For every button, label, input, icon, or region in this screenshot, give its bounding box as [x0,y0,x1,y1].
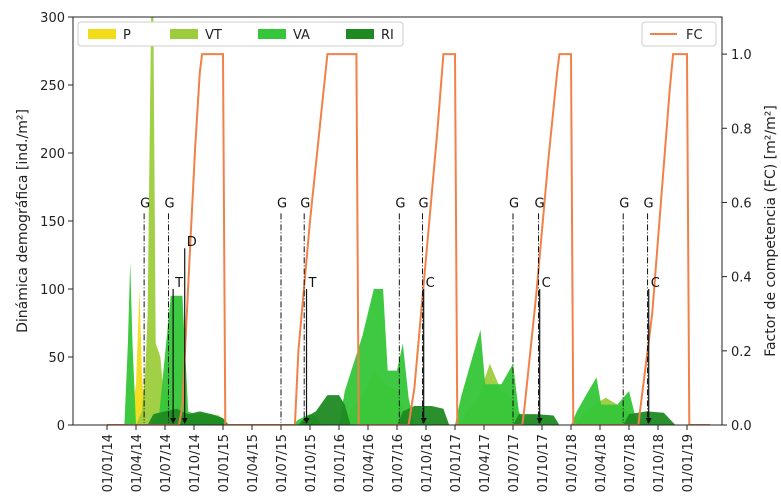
legend-label-ri: RI [381,28,394,43]
annotation-arrow [645,418,652,424]
x-tick-label: 01/01/14 [101,434,116,492]
x-tick-label: 01/10/14 [188,434,203,492]
annotation-arrow [303,418,310,424]
y-left-tick-label: 50 [48,351,65,366]
x-tick-label: 01/01/15 [217,434,232,492]
y-right-tick-label: 1.0 [731,48,752,63]
annotation-label: G [140,196,150,211]
x-tick-label: 01/04/14 [130,434,145,492]
annotation-label: C [426,276,435,291]
series-fc-line [107,53,711,425]
annotation-arrow [181,418,188,424]
x-tick-label: 01/01/16 [333,434,348,492]
annotation-label: G [644,196,654,211]
annotation-label: T [174,276,183,291]
y-left-tick-label: 100 [40,283,65,298]
y-left-tick-label: 250 [40,79,65,94]
annotation-label: G [509,196,519,211]
annotation-arrow [420,418,427,424]
annotation-arrow [536,418,543,424]
legend-label-fc: FC [686,28,703,43]
y-right-tick-label: 0.8 [731,122,752,137]
legend-swatch-va [258,29,286,39]
legend-right-box [641,21,717,47]
y-right-tick-label: 0.2 [731,345,752,360]
annotation-label: T [308,276,317,291]
annotation-label: G [419,196,429,211]
x-tick-label: 01/01/17 [449,434,464,492]
y-right-tick-label: 0.0 [731,419,752,434]
x-tick-label: 01/07/16 [391,434,406,492]
y-left-axis-title: Dinámica demográfica [ind./m²] [15,109,31,333]
annotation-label: G [300,196,310,211]
y-left-tick-label: 0 [57,419,65,434]
x-tick-label: 01/07/14 [159,434,174,492]
legend-left-box [77,21,404,47]
x-tick-label: 01/01/19 [681,434,696,492]
y-left-tick-label: 300 [40,11,65,26]
y-left-tick-label: 200 [40,147,65,162]
x-tick-label: 01/10/18 [652,434,667,492]
x-tick-label: 01/07/17 [507,434,522,492]
legend-swatch-vt [170,29,198,39]
y-right-tick-label: 0.4 [731,271,752,286]
x-tick-label: 01/10/17 [536,434,551,492]
x-tick-label: 01/01/18 [565,434,580,492]
series-va-area [124,261,641,425]
legend-swatch-p [88,29,116,39]
x-tick-label: 01/04/15 [246,434,261,492]
y-right-tick-label: 0.6 [731,196,752,211]
y-left-tick-label: 150 [40,215,65,230]
legend-label-vt: VT [205,28,222,43]
x-tick-label: 01/07/15 [275,434,290,492]
annotation-label: C [542,276,551,291]
annotation-label: G [164,196,174,211]
annotation-label: C [651,276,660,291]
annotation-label: D [187,235,197,250]
x-tick-label: 01/04/18 [594,434,609,492]
x-tick-label: 01/04/17 [478,434,493,492]
x-tick-label: 01/10/15 [304,434,319,492]
y-right-axis-title: Factor de competencia (FC) [m²/m²] [763,105,779,357]
legend-label-va: VA [293,28,310,43]
x-tick-label: 01/04/16 [362,434,377,492]
legend-swatch-ri [346,29,374,39]
series-vt-area [136,17,641,425]
annotation-arrow [170,418,177,424]
legend-label-p: P [123,28,131,43]
annotation-label: G [619,196,629,211]
annotation-label: G [395,196,405,211]
x-tick-label: 01/07/18 [623,434,638,492]
annotation-label: G [535,196,545,211]
x-tick-label: 01/10/16 [420,434,435,492]
annotation-label: G [277,196,287,211]
